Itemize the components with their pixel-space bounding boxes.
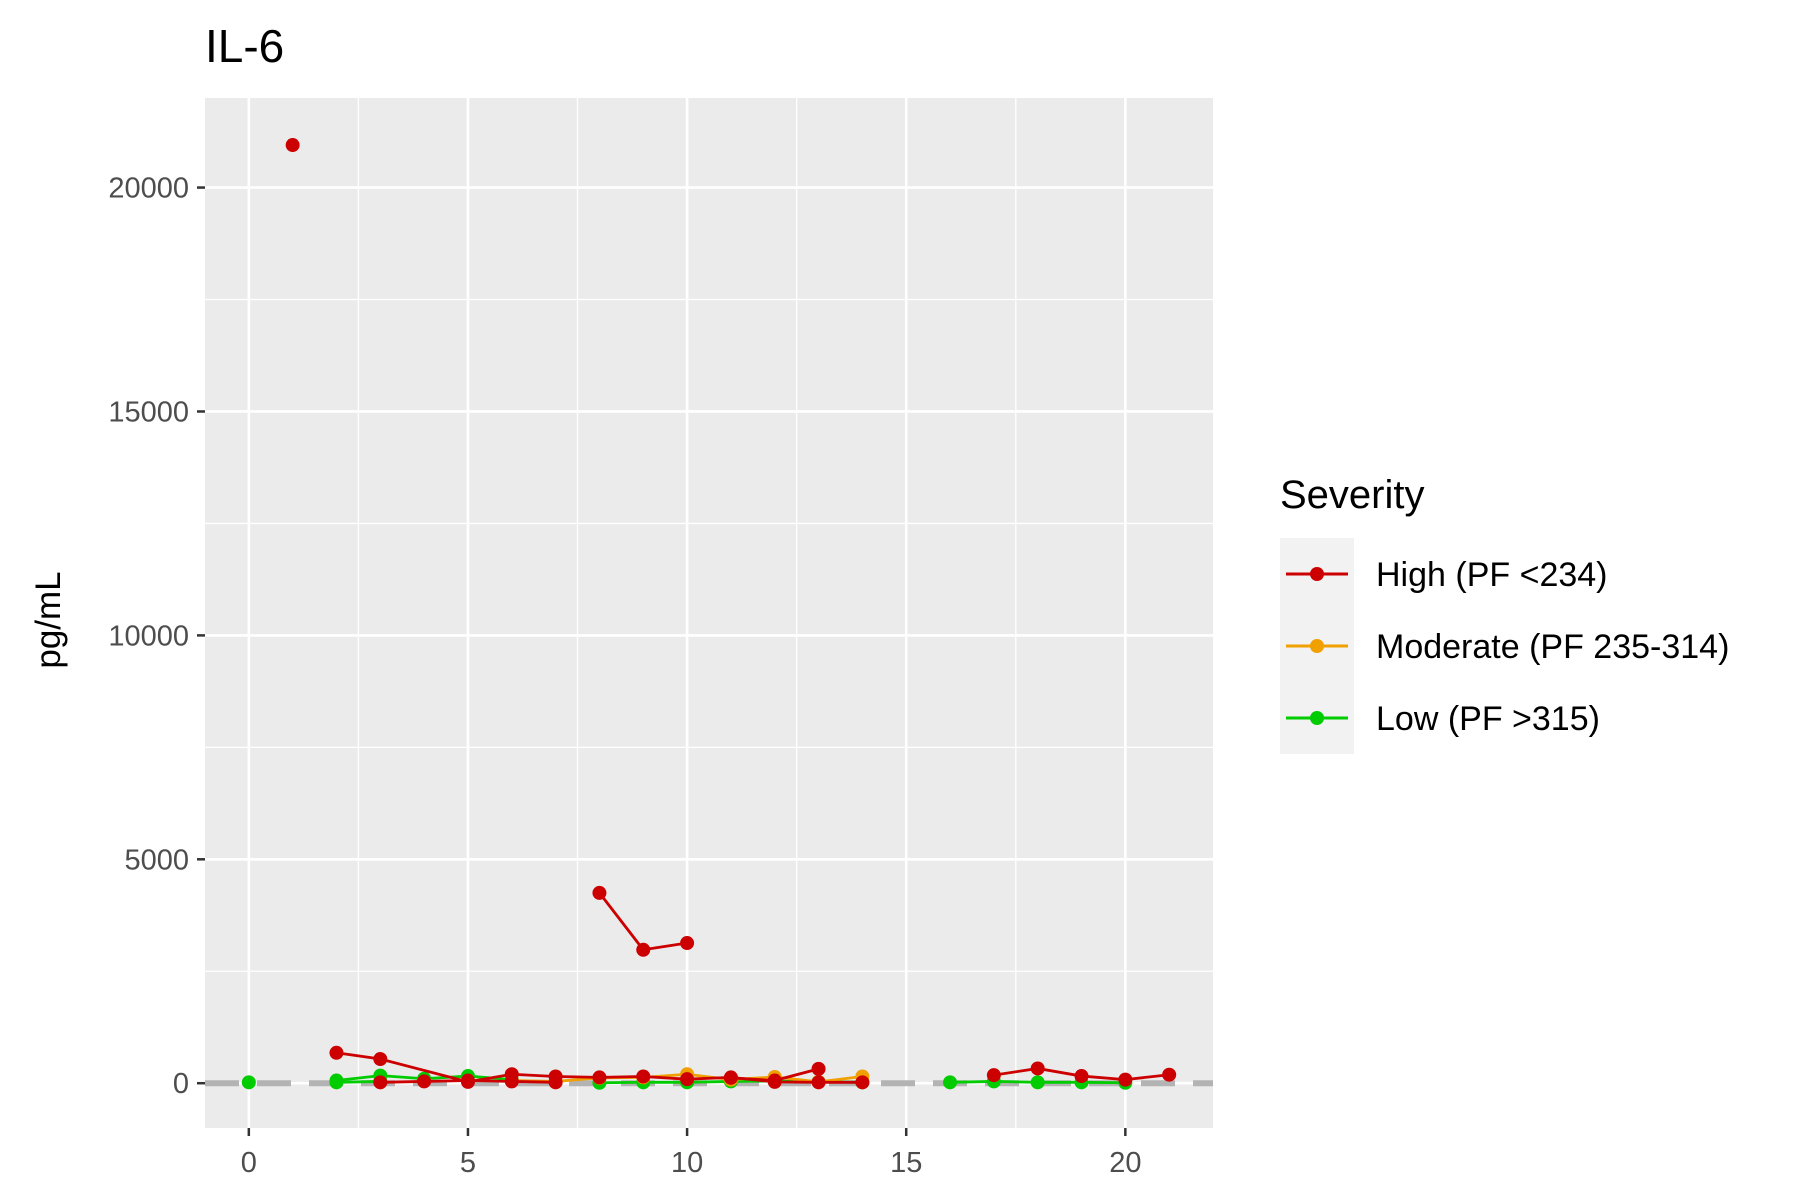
- series-high: [329, 1045, 870, 1090]
- data-point-high: [680, 1072, 695, 1087]
- chart-title: IL-6: [205, 20, 284, 72]
- data-point-high: [811, 1061, 826, 1076]
- data-point-high: [1162, 1067, 1177, 1082]
- data-point-high: [1118, 1072, 1133, 1087]
- y-axis-title: pg/mL: [29, 571, 68, 668]
- x-tick-label: 5: [460, 1147, 476, 1179]
- series-high: [592, 885, 695, 957]
- axes: 0 5 10 15 20 0 5000 10000 15000 20000: [108, 173, 1141, 1179]
- series-high: [723, 1061, 826, 1088]
- series-high: [373, 1073, 563, 1090]
- series-high: [986, 1061, 1177, 1087]
- data-point-high: [986, 1068, 1001, 1083]
- data-point-high: [592, 885, 607, 900]
- y-tick-label: 15000: [108, 396, 189, 428]
- data-point-high: [592, 1070, 607, 1085]
- legend-key-point: [1310, 639, 1324, 653]
- legend-item-label: Low (PF >315): [1376, 700, 1600, 738]
- x-tick-label: 0: [241, 1147, 257, 1179]
- data-point-high: [460, 1073, 475, 1088]
- x-tick-label: 15: [890, 1147, 922, 1179]
- data-point-high: [1074, 1069, 1089, 1084]
- data-point-high: [723, 1070, 738, 1085]
- y-tick-label: 10000: [108, 620, 189, 652]
- data-point-high: [636, 942, 651, 957]
- plot-panel: [205, 98, 1213, 1128]
- data-point-high: [1030, 1061, 1045, 1076]
- series-high: [285, 138, 300, 153]
- data-point-high: [285, 138, 300, 153]
- legend-key-point: [1310, 567, 1324, 581]
- y-tick-label: 20000: [108, 173, 189, 205]
- legend-item-label: Moderate (PF 235-314): [1376, 628, 1729, 666]
- legend-item-label: High (PF <234): [1376, 556, 1608, 594]
- data-point-high: [504, 1074, 519, 1089]
- legend: Severity High (PF <234) Moderate (PF 235-…: [1280, 473, 1729, 754]
- data-point-high: [373, 1075, 388, 1090]
- data-point-high: [680, 936, 695, 951]
- data-point-high: [811, 1075, 826, 1090]
- y-tick-label: 5000: [124, 844, 189, 876]
- series-low: [241, 1075, 256, 1090]
- data-point-high: [767, 1073, 782, 1088]
- series-line-high: [336, 1051, 863, 1084]
- series-line-low: [336, 1080, 381, 1084]
- y-tick-label: 0: [173, 1068, 189, 1100]
- data-point-high: [548, 1075, 563, 1090]
- data-point-low: [329, 1075, 344, 1090]
- data-point-high: [373, 1052, 388, 1067]
- data-point-high: [417, 1074, 432, 1089]
- data-point-high: [329, 1045, 344, 1060]
- data-point-low: [241, 1075, 256, 1090]
- series-layer: [241, 138, 1177, 1090]
- legend-title: Severity: [1280, 473, 1425, 517]
- data-point-low: [1030, 1075, 1045, 1090]
- minor-grid: [205, 98, 1213, 1128]
- x-tick-label: 20: [1109, 1147, 1141, 1179]
- data-point-high: [855, 1075, 870, 1090]
- x-tick-label: 10: [671, 1147, 703, 1179]
- data-point-high: [636, 1069, 651, 1084]
- data-point-low: [943, 1075, 958, 1090]
- legend-key-point: [1310, 711, 1324, 725]
